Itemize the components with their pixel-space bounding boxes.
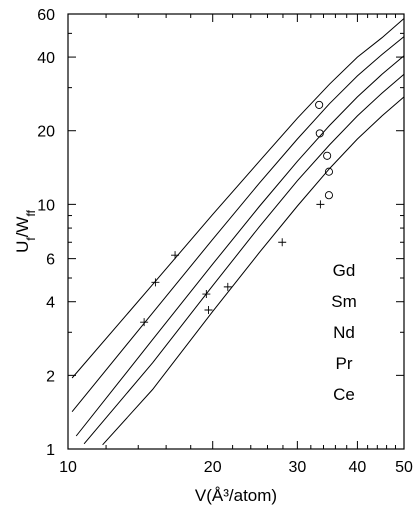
series-line-ce <box>102 96 405 446</box>
y-axis-label: Uf/Wff <box>13 209 38 253</box>
y-tick-label-1: 1 <box>46 442 55 459</box>
x-tick-label-10: 10 <box>59 459 77 476</box>
marker-cross-nd-0 <box>140 318 149 327</box>
marker-circle-nd-2 <box>323 151 332 160</box>
y-tick-label-2: 2 <box>46 368 55 385</box>
marker-circle-ce-3 <box>324 191 333 200</box>
curves-layer <box>71 18 405 446</box>
x-tick-label-50: 50 <box>395 459 413 476</box>
marker-cross-gd-0 <box>151 278 160 287</box>
x-tick-label-20: 20 <box>204 459 222 476</box>
marker-circle-gd-1 <box>315 100 324 109</box>
marker-circle-pr-1 <box>324 167 333 176</box>
y-tick-label-10: 10 <box>37 197 55 214</box>
marker-cross-nd-1 <box>202 290 211 299</box>
marker-cross-ce-0 <box>223 282 232 291</box>
markers-layer <box>140 100 333 327</box>
series-line-sm <box>71 36 405 413</box>
y-tick-label-6: 6 <box>46 252 55 269</box>
series-line-gd <box>71 18 405 379</box>
legend-label-pr: Pr <box>336 354 353 373</box>
plot-frame <box>67 13 405 450</box>
y-tick-label-20: 20 <box>37 124 55 141</box>
marker-cross-ce-1 <box>278 238 287 247</box>
legend-label-ce: Ce <box>333 385 355 404</box>
y-tick-label-40: 40 <box>37 50 55 67</box>
legend: Gd Sm Nd Pr Ce <box>331 261 357 404</box>
y-tick-label-60: 60 <box>37 7 55 24</box>
marker-cross-sm-0 <box>171 251 180 260</box>
marker-cross-ce-2 <box>316 200 325 209</box>
x-tick-label-30: 30 <box>288 459 306 476</box>
x-tick-label-40: 40 <box>349 459 367 476</box>
series-line-nd <box>75 55 405 437</box>
ticks-layer <box>67 13 405 450</box>
legend-label-nd: Nd <box>333 323 355 342</box>
marker-cross-pr-0 <box>204 305 213 314</box>
y-tick-label-4: 4 <box>46 295 55 312</box>
series-line-pr <box>83 73 405 445</box>
tick-labels-layer: 10 20 30 40 50 1 2 4 6 10 20 40 60 <box>37 7 413 476</box>
legend-label-sm: Sm <box>331 292 357 311</box>
legend-label-gd: Gd <box>333 261 356 280</box>
x-axis-label: V(Å³/atom) <box>195 486 277 505</box>
marker-circle-sm-1 <box>315 129 324 138</box>
